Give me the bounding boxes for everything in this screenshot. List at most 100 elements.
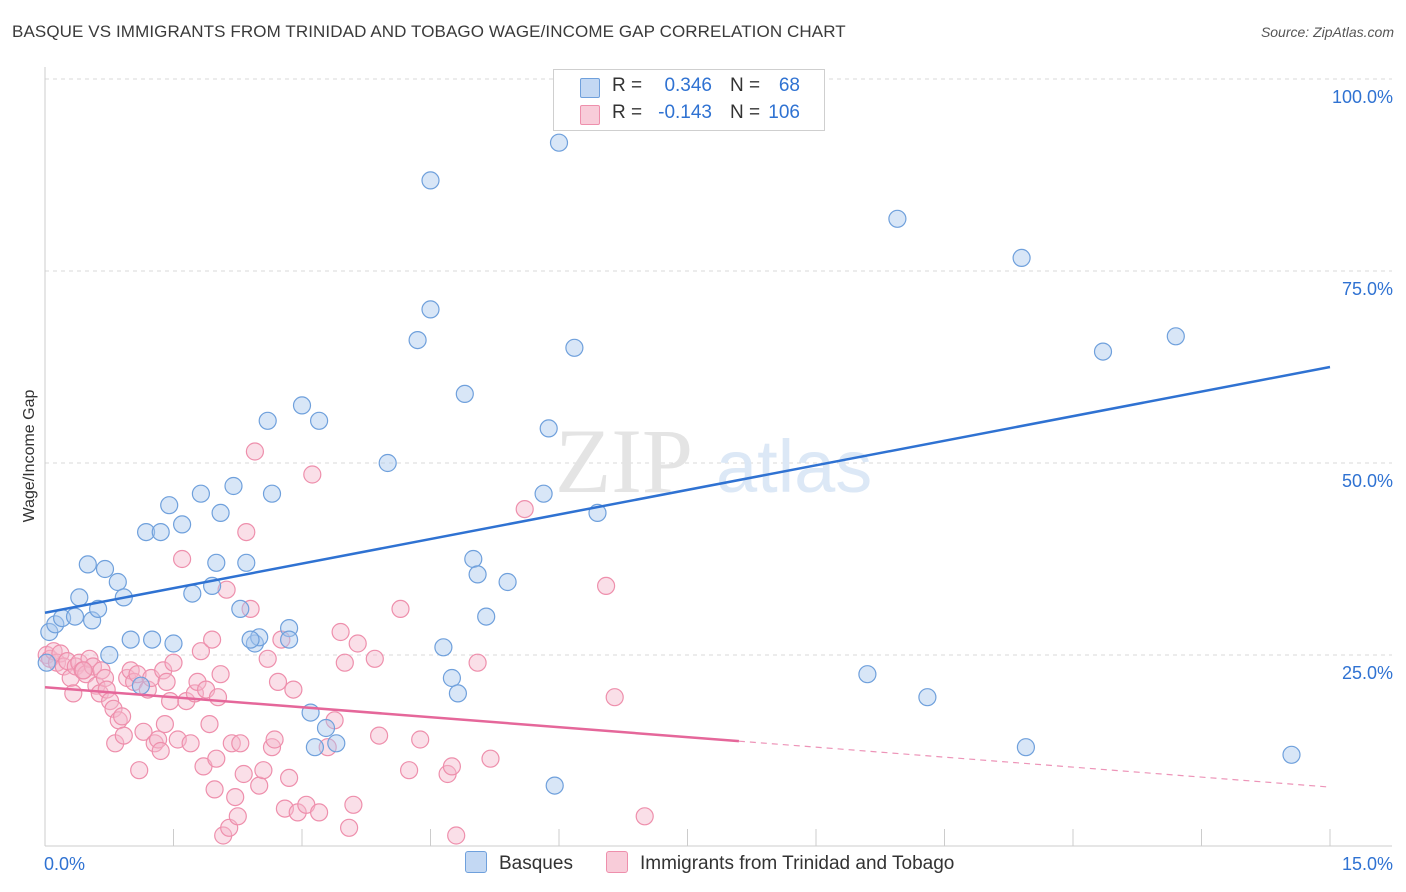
blue-point (421, 300, 440, 319)
blue-point (65, 607, 85, 626)
pink-point (157, 672, 176, 692)
blue-point (292, 396, 312, 415)
stats-legend: R = 0.346 N = 68 R = -0.143 N = 106 (553, 69, 825, 131)
legend-swatch-blue (580, 78, 600, 98)
bottom-legend-basques: Basques (465, 851, 573, 875)
watermark-zip: ZIP (555, 410, 693, 512)
legend-n-value: 68 (778, 75, 800, 96)
legend-n-label: N = (730, 75, 761, 96)
legend-r-label: R = (612, 75, 643, 96)
pink-point (228, 807, 247, 826)
pink-point (95, 668, 115, 688)
pink-point (303, 465, 322, 484)
pink-point (254, 761, 273, 780)
pink-point (370, 726, 389, 745)
blue-point (534, 484, 553, 503)
blue-point (477, 607, 496, 626)
blue-point (1093, 342, 1113, 361)
pink-point (515, 500, 534, 519)
pink-point (234, 764, 253, 784)
pink-point (205, 780, 224, 799)
legend-swatch-pink (580, 105, 600, 125)
pink-point (97, 680, 116, 699)
bottom-legend-trinidad: Immigrants from Trinidad and Tobago (606, 851, 954, 875)
pink-point (265, 730, 284, 749)
bottom-legend-label-basques: Basques (499, 853, 573, 874)
pink-point (200, 714, 219, 734)
pink-point (348, 634, 367, 653)
blue-trend-line (44, 365, 1331, 614)
pink-point (447, 826, 466, 845)
pink-point (344, 795, 363, 814)
pink-point (191, 642, 210, 661)
blue-point (280, 630, 299, 649)
pink-point (217, 580, 236, 599)
pink-point (468, 653, 487, 672)
blue-point (82, 611, 102, 630)
tick-labels: 25.0% 50.0% 75.0% 100.0% 0.0% 15.0% (44, 87, 1393, 874)
y-tick-label: 100.0% (1332, 87, 1393, 107)
pink-point (268, 672, 288, 692)
blue-point (1016, 738, 1036, 757)
pink-point (83, 657, 103, 676)
blue-point (310, 411, 329, 430)
pink-point (400, 761, 419, 780)
pink-point (331, 622, 350, 642)
pink-point (481, 749, 500, 768)
blue-point (151, 522, 170, 542)
blue-point (858, 665, 877, 684)
pink-point (258, 649, 277, 668)
legend-row-trinidad: R = -0.143 N = 106 (554, 101, 824, 127)
pink-trend-line (44, 686, 739, 743)
blue-point (211, 503, 230, 523)
blue-point (1012, 248, 1031, 267)
pink-point (128, 665, 147, 684)
legend-r-value: -0.143 (658, 102, 712, 123)
blue-point (95, 559, 115, 579)
blue-point (464, 549, 483, 569)
pink-point (250, 776, 269, 795)
blue-point (888, 209, 907, 228)
pink-point (203, 630, 222, 649)
blue-point (100, 645, 119, 665)
blue-point (183, 584, 202, 603)
pink-point (112, 707, 132, 726)
pink-point (284, 680, 303, 699)
pink-point (211, 665, 230, 684)
pink-point (134, 722, 153, 741)
pink-point (596, 576, 616, 596)
pink-point (442, 757, 461, 776)
pink-point (130, 761, 149, 780)
pink-point (149, 730, 168, 749)
blue-point (207, 553, 226, 572)
pink-point (635, 807, 654, 826)
pink-point (74, 661, 93, 680)
watermark: ZIP atlas (555, 410, 872, 512)
blue-point (137, 522, 156, 542)
blue-point (237, 553, 256, 572)
pink-point (164, 653, 183, 672)
blue-point (378, 453, 397, 473)
pink-point (411, 730, 430, 749)
pink-point (340, 818, 359, 837)
pink-point (151, 741, 170, 761)
blue-point (191, 484, 210, 503)
pink-point (64, 684, 83, 703)
blue-point (131, 676, 150, 695)
y-tick-label: 75.0% (1342, 279, 1393, 299)
blue-point (455, 384, 474, 403)
blue-point (70, 588, 89, 607)
blue-point (565, 338, 584, 357)
pink-point (310, 803, 329, 822)
pink-point (231, 734, 250, 753)
bottom-legend-swatch-pink (606, 851, 628, 873)
y-tick-label: 25.0% (1342, 663, 1393, 683)
blue-point (408, 331, 427, 350)
bottom-legend-label-trinidad: Immigrants from Trinidad and Tobago (640, 853, 955, 874)
pink-point (154, 661, 173, 680)
blue-point (421, 171, 440, 190)
blue-point (1166, 327, 1185, 346)
blue-point (468, 565, 487, 584)
legend-n-value: 106 (768, 102, 800, 123)
axes (44, 67, 1392, 847)
